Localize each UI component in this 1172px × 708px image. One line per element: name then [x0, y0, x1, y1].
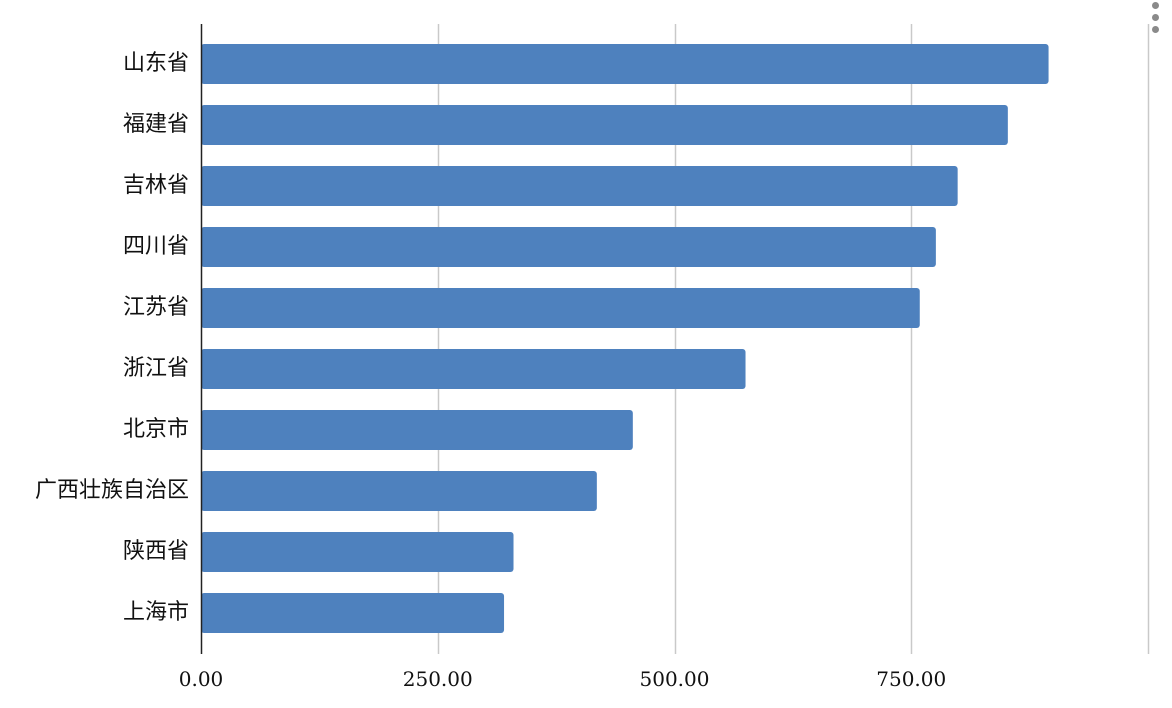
x-tick-label: 750.00 — [876, 667, 946, 691]
category-label: 浙江省 — [123, 356, 189, 381]
bar-浙江省[interactable] — [201, 349, 746, 389]
category-label: 四川省 — [123, 234, 189, 259]
category-label: 吉林省 — [123, 173, 189, 198]
x-tick-label: 250.00 — [403, 667, 473, 691]
x-tick-labels: 0.00 250.00 500.00 750.00 — [179, 667, 947, 691]
category-label: 福建省 — [123, 112, 189, 137]
category-label: 山东省 — [123, 51, 189, 76]
menu-dot — [1152, 26, 1159, 33]
bar-上海市[interactable] — [201, 593, 505, 633]
x-tick-label: 0.00 — [179, 667, 224, 691]
bar-吉林省[interactable] — [201, 166, 958, 206]
x-tick-label: 500.00 — [640, 667, 710, 691]
category-label: 广西壮族自治区 — [35, 478, 189, 503]
bar-福建省[interactable] — [201, 105, 1008, 145]
bar-四川省[interactable] — [201, 227, 936, 267]
bar-北京市[interactable] — [201, 410, 633, 450]
menu-dot — [1152, 14, 1159, 21]
menu-dot — [1152, 2, 1159, 9]
category-label: 陕西省 — [123, 539, 189, 564]
category-label: 北京市 — [123, 417, 189, 442]
bar-山东省[interactable] — [201, 44, 1049, 84]
bar-陕西省[interactable] — [201, 532, 514, 572]
category-label: 江苏省 — [123, 295, 189, 320]
bar-江苏省[interactable] — [201, 288, 920, 328]
bars — [201, 44, 1049, 633]
category-label: 上海市 — [123, 600, 189, 625]
more-vertical-icon[interactable] — [1150, 2, 1162, 36]
bar-广西壮族自治区[interactable] — [201, 471, 597, 511]
